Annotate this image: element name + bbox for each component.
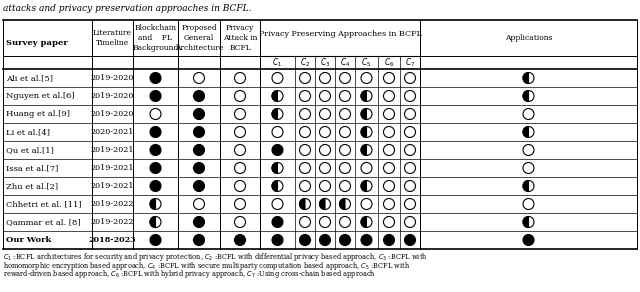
Text: homomorphic encryption based approach, $C_4$ :BCFL with secure multiparty comput: homomorphic encryption based approach, $… (3, 260, 410, 272)
Text: Huang et al.[9]: Huang et al.[9] (6, 110, 70, 118)
Wedge shape (361, 180, 367, 192)
Circle shape (523, 234, 534, 246)
Circle shape (272, 216, 283, 227)
Text: 2019-2021: 2019-2021 (91, 164, 134, 172)
Circle shape (193, 216, 205, 227)
Circle shape (339, 234, 351, 246)
Circle shape (150, 145, 161, 156)
Text: attacks and privacy preservation approaches in BCFL.: attacks and privacy preservation approac… (3, 4, 252, 13)
Circle shape (272, 145, 283, 156)
Wedge shape (272, 109, 278, 119)
Wedge shape (272, 180, 278, 192)
Circle shape (319, 234, 330, 246)
Text: Our Work: Our Work (6, 236, 51, 244)
Text: $C_1$: $C_1$ (273, 56, 283, 69)
Circle shape (193, 91, 205, 102)
Circle shape (383, 234, 394, 246)
Circle shape (193, 180, 205, 192)
Wedge shape (523, 216, 529, 227)
Text: 2019-2020: 2019-2020 (91, 110, 134, 118)
Text: 2019-2020: 2019-2020 (91, 92, 134, 100)
Circle shape (193, 145, 205, 156)
Text: Privacy Preserving Approaches in BCFL: Privacy Preserving Approaches in BCFL (259, 30, 421, 38)
Circle shape (150, 126, 161, 138)
Text: Nguyen et al.[6]: Nguyen et al.[6] (6, 92, 75, 100)
Wedge shape (523, 72, 529, 84)
Text: 2019-2021: 2019-2021 (91, 146, 134, 154)
Circle shape (193, 109, 205, 119)
Text: Qammar et al. [8]: Qammar et al. [8] (6, 218, 81, 226)
Wedge shape (361, 91, 367, 102)
Circle shape (150, 180, 161, 192)
Text: 2019-2022: 2019-2022 (91, 218, 134, 226)
Circle shape (150, 91, 161, 102)
Circle shape (150, 72, 161, 84)
Circle shape (404, 234, 415, 246)
Text: $C_3$: $C_3$ (320, 56, 330, 69)
Text: $C_4$: $C_4$ (340, 56, 350, 69)
Circle shape (361, 234, 372, 246)
Text: Issa et al.[7]: Issa et al.[7] (6, 164, 58, 172)
Text: $C_6$: $C_6$ (384, 56, 394, 69)
Text: Proposed
General
Architecture: Proposed General Architecture (175, 24, 223, 52)
Text: reward-driven based approach, $C_6$ :BCFL with hybrid privacy approach, $C_7$ :U: reward-driven based approach, $C_6$ :BCF… (3, 268, 376, 280)
Circle shape (193, 234, 205, 246)
Wedge shape (339, 199, 345, 209)
Text: 2019-2021: 2019-2021 (91, 182, 134, 190)
Wedge shape (361, 216, 367, 227)
Text: 2019-2022: 2019-2022 (91, 200, 134, 208)
Text: Chhetri et al. [11]: Chhetri et al. [11] (6, 200, 82, 208)
Text: $C_5$: $C_5$ (362, 56, 372, 69)
Text: Qu et al.[1]: Qu et al.[1] (6, 146, 54, 154)
Text: Blockchain
and    FL
Background: Blockchain and FL Background (132, 24, 179, 52)
Circle shape (150, 234, 161, 246)
Circle shape (272, 234, 283, 246)
Wedge shape (150, 199, 156, 209)
Wedge shape (319, 199, 325, 209)
Circle shape (193, 163, 205, 173)
Text: $C_7$: $C_7$ (405, 56, 415, 69)
Wedge shape (523, 180, 529, 192)
Text: 2018-2023: 2018-2023 (89, 236, 136, 244)
Wedge shape (272, 163, 278, 173)
Text: Ali et al.[5]: Ali et al.[5] (6, 74, 53, 82)
Wedge shape (150, 216, 156, 227)
Wedge shape (523, 126, 529, 138)
Wedge shape (523, 91, 529, 102)
Wedge shape (361, 126, 367, 138)
Text: Li et al.[4]: Li et al.[4] (6, 128, 50, 136)
Text: Zhu et al.[2]: Zhu et al.[2] (6, 182, 58, 190)
Wedge shape (272, 91, 278, 102)
Text: 2019-2020: 2019-2020 (91, 74, 134, 82)
Text: Applications: Applications (505, 34, 552, 42)
Text: $C_2$: $C_2$ (300, 56, 310, 69)
Text: Literature
Timeline: Literature Timeline (93, 29, 132, 47)
Wedge shape (361, 145, 367, 156)
Circle shape (300, 234, 310, 246)
Text: Privacy
Attack in
BCFL: Privacy Attack in BCFL (223, 24, 257, 52)
Circle shape (234, 234, 246, 246)
Text: $C_1$ :BCFL architectures for security and privacy protection, $C_2$ :BCFL with : $C_1$ :BCFL architectures for security a… (3, 251, 428, 263)
Wedge shape (300, 199, 305, 209)
Circle shape (150, 163, 161, 173)
Circle shape (193, 126, 205, 138)
Text: Survey paper: Survey paper (6, 39, 68, 47)
Wedge shape (361, 109, 367, 119)
Text: 2020-2021: 2020-2021 (91, 128, 134, 136)
